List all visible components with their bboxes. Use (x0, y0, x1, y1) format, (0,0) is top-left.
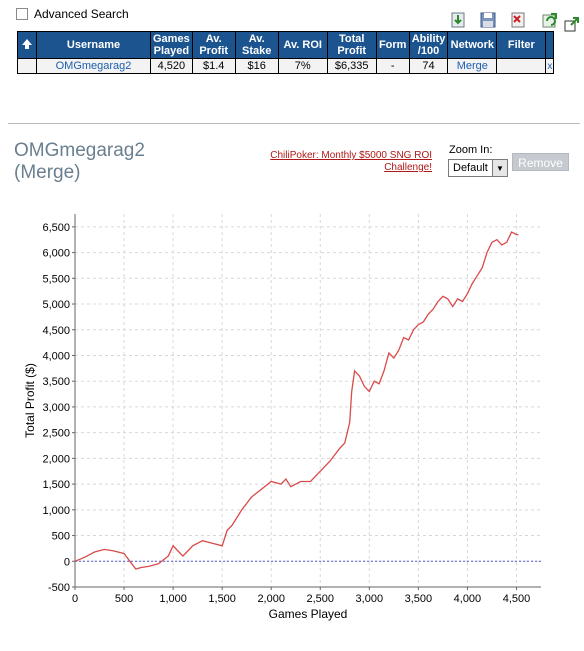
y-tick-label: 3,500 (42, 376, 70, 388)
advanced-search-checkbox[interactable] (16, 8, 28, 20)
y-axis-label: Total Profit ($) (23, 363, 37, 438)
header-network[interactable]: Network (447, 31, 498, 59)
cell-total-profit: $6,335 (326, 58, 377, 74)
save-icon[interactable] (480, 12, 496, 28)
player-name: OMGmegarag2 (14, 140, 145, 161)
header-av-profit[interactable]: Av. Profit (191, 31, 236, 59)
y-tick-label: 2,500 (42, 428, 70, 440)
x-tick-label: 2,500 (306, 593, 334, 605)
delete-icon[interactable] (510, 12, 526, 28)
cell-form: - (375, 58, 410, 74)
advanced-search-label: Advanced Search (34, 7, 129, 21)
toolbar (448, 12, 580, 32)
player-network: (Merge) (14, 162, 81, 183)
y-tick-label: 0 (64, 556, 70, 568)
x-tick-label: 1,000 (159, 593, 187, 605)
promo-link[interactable]: ChiliPoker: Monthly $5000 SNG ROI Challe… (248, 150, 432, 174)
x-tick-label: 4,000 (454, 593, 482, 605)
zoom-label: Zoom In: (449, 144, 493, 156)
sort-up-icon[interactable] (21, 38, 33, 50)
header-form[interactable]: Form (375, 31, 410, 59)
y-tick-label: 3,000 (42, 402, 70, 414)
remove-row-x[interactable]: x (545, 58, 555, 74)
x-axis-label: Games Played (269, 607, 348, 621)
y-tick-label: 6,500 (42, 222, 70, 234)
advanced-search-toggle[interactable]: Advanced Search (16, 7, 129, 21)
zoom-select[interactable]: Default ▼ (448, 159, 508, 177)
popout-icon[interactable] (564, 16, 580, 32)
header-username[interactable]: Username (36, 31, 151, 59)
x-tick-label: 0 (72, 593, 78, 605)
y-tick-label: 4,500 (42, 325, 70, 337)
remove-button[interactable]: Remove (512, 153, 569, 171)
cell-av-stake: $16 (234, 58, 279, 74)
y-tick-label: 500 (52, 531, 70, 543)
refresh-icon[interactable] (542, 12, 558, 28)
download-icon[interactable] (450, 12, 466, 28)
x-tick-label: 3,500 (405, 593, 433, 605)
y-tick-label: 6,000 (42, 248, 70, 260)
cell-ability: 74 (408, 58, 449, 74)
x-tick-label: 2,000 (257, 593, 285, 605)
username-link[interactable]: OMGmegarag2 (36, 58, 151, 74)
y-tick-label: 1,000 (42, 505, 70, 517)
y-tick-label: 4,000 (42, 350, 70, 362)
x-tick-label: 1,500 (208, 593, 236, 605)
cell-av-profit: $1.4 (191, 58, 236, 74)
y-tick-label: 2,000 (42, 453, 70, 465)
x-tick-label: 500 (115, 593, 133, 605)
x-tick-label: 4,500 (503, 593, 531, 605)
x-tick-label: 3,000 (356, 593, 384, 605)
profit-series-line (74, 231, 519, 570)
y-tick-label: 5,500 (42, 273, 70, 285)
table-row: OMGmegarag2 4,520 $1.4 $16 7% $6,335 - 7… (17, 58, 555, 74)
chevron-down-icon[interactable]: ▼ (492, 160, 507, 176)
header-ability[interactable]: Ability /100 (408, 31, 449, 59)
cell-filter (496, 58, 547, 74)
cell-av-roi: 7% (277, 58, 328, 74)
promo-line-1: ChiliPoker: Monthly $5000 SNG ROI (270, 150, 432, 161)
network-link[interactable]: Merge (447, 58, 498, 74)
header-av-stake[interactable]: Av. Stake (234, 31, 279, 59)
page-title: OMGmegarag2 (Merge) (14, 140, 145, 184)
promo-line-2: Challenge! (384, 162, 432, 173)
y-tick-label: -500 (48, 582, 70, 594)
zoom-value: Default (453, 162, 488, 174)
y-tick-label: 1,500 (42, 479, 70, 491)
row-spacer (17, 58, 37, 74)
player-stats-table: Username Games Played Av. Profit Av. Sta… (17, 31, 555, 74)
y-tick-label: 5,000 (42, 299, 70, 311)
sort-arrow-header[interactable] (17, 31, 37, 59)
section-divider (8, 123, 580, 124)
